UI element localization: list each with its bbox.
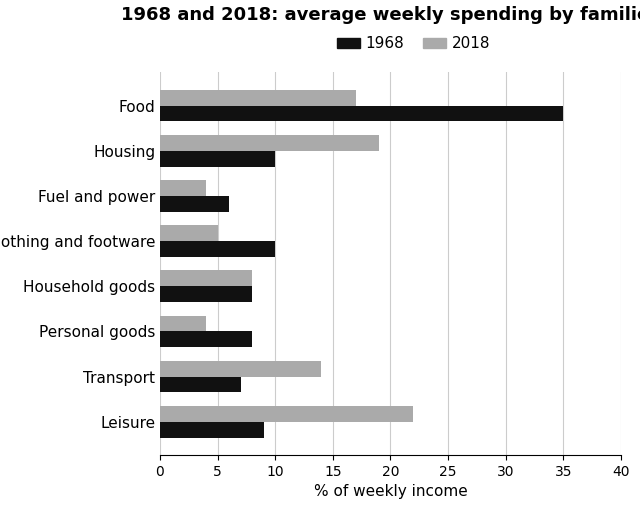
Bar [160, 196, 229, 212]
Bar [160, 315, 206, 331]
Bar [160, 270, 252, 286]
Bar [160, 105, 563, 121]
Bar [160, 151, 275, 166]
Bar [160, 331, 252, 347]
Bar [160, 422, 264, 437]
Bar [160, 241, 275, 257]
X-axis label: % of weekly income: % of weekly income [314, 484, 467, 499]
Bar [160, 225, 218, 241]
Title: 1968 and 2018: average weekly spending by families: 1968 and 2018: average weekly spending b… [121, 6, 640, 24]
Bar [160, 406, 413, 422]
Bar [160, 90, 356, 105]
Bar [160, 361, 321, 376]
Legend: 1968, 2018: 1968, 2018 [330, 31, 497, 57]
Bar [160, 180, 206, 196]
Bar [160, 286, 252, 302]
Bar [160, 135, 379, 151]
Bar [160, 376, 241, 392]
